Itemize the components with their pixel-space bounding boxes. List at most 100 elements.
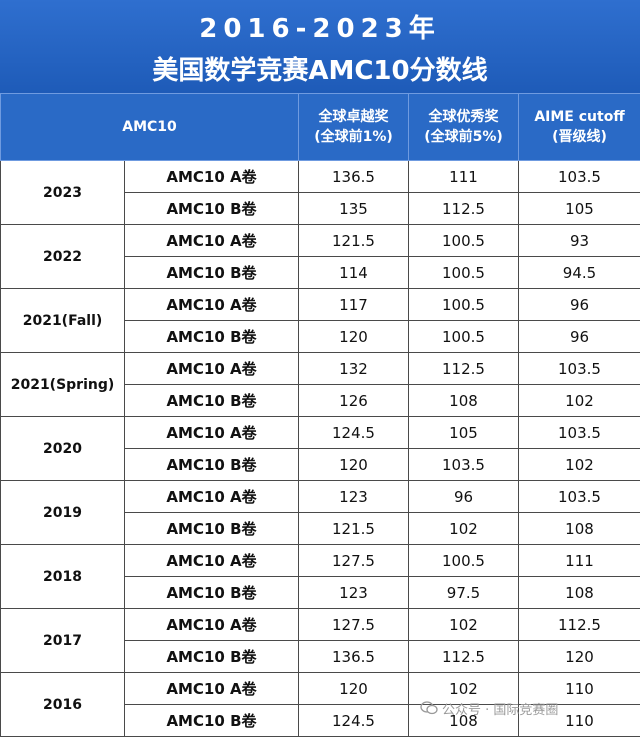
wechat-icon [420,701,438,715]
aime-cutoff-cell: 102 [519,449,640,481]
paper-cell: AMC10 A卷 [125,289,299,321]
paper-cell: AMC10 B卷 [125,513,299,545]
score-table: AMC10 全球卓越奖 (全球前1%) 全球优秀奖 (全球前5%) AIME c… [0,93,640,737]
honor-score-cell: 102 [409,609,519,641]
aime-cutoff-cell: 93 [519,225,640,257]
aime-cutoff-cell: 103.5 [519,417,640,449]
header-amc10: AMC10 [1,94,299,161]
distinction-score-cell: 124.5 [299,417,409,449]
aime-cutoff-cell: 94.5 [519,257,640,289]
paper-cell: AMC10 B卷 [125,449,299,481]
honor-score-cell: 100.5 [409,545,519,577]
distinction-score-cell: 120 [299,673,409,705]
aime-cutoff-cell: 96 [519,321,640,353]
header-aime-label: AIME cutoff [520,107,639,127]
header-honor-label: 全球优秀奖 [410,107,517,127]
distinction-score-cell: 121.5 [299,513,409,545]
table-header-row: AMC10 全球卓越奖 (全球前1%) 全球优秀奖 (全球前5%) AIME c… [1,94,640,161]
honor-score-cell: 100.5 [409,289,519,321]
paper-cell: AMC10 A卷 [125,161,299,193]
header-aime-note: (晋级线) [520,127,639,147]
year-cell: 2023 [1,161,125,225]
distinction-score-cell: 136.5 [299,161,409,193]
distinction-score-cell: 117 [299,289,409,321]
honor-score-cell: 112.5 [409,193,519,225]
paper-cell: AMC10 A卷 [125,417,299,449]
distinction-score-cell: 135 [299,193,409,225]
year-cell: 2020 [1,417,125,481]
header-honor-roll: 全球优秀奖 (全球前5%) [409,94,519,161]
aime-cutoff-cell: 111 [519,545,640,577]
aime-cutoff-cell: 120 [519,641,640,673]
honor-score-cell: 100.5 [409,225,519,257]
honor-score-cell: 111 [409,161,519,193]
paper-cell: AMC10 A卷 [125,609,299,641]
distinction-score-cell: 123 [299,481,409,513]
paper-cell: AMC10 B卷 [125,705,299,737]
header-distinction-label: 全球卓越奖 [300,107,407,127]
page-title-years: 2016-2023年 [0,8,640,45]
header-aime-cutoff: AIME cutoff (晋级线) [519,94,640,161]
distinction-score-cell: 136.5 [299,641,409,673]
aime-cutoff-cell: 108 [519,513,640,545]
watermark-text: 公众号 · 国际竞赛圈 [442,699,558,718]
header-distinction-note: (全球前1%) [300,127,407,147]
paper-cell: AMC10 A卷 [125,225,299,257]
distinction-score-cell: 132 [299,353,409,385]
aime-cutoff-cell: 103.5 [519,481,640,513]
aime-cutoff-cell: 103.5 [519,161,640,193]
paper-cell: AMC10 A卷 [125,353,299,385]
honor-score-cell: 103.5 [409,449,519,481]
watermark: 公众号 · 国际竞赛圈 [420,697,558,719]
distinction-score-cell: 126 [299,385,409,417]
distinction-score-cell: 123 [299,577,409,609]
year-cell: 2018 [1,545,125,609]
paper-cell: AMC10 A卷 [125,545,299,577]
aime-cutoff-cell: 105 [519,193,640,225]
honor-score-cell: 112.5 [409,353,519,385]
paper-cell: AMC10 B卷 [125,641,299,673]
year-cell: 2022 [1,225,125,289]
distinction-score-cell: 124.5 [299,705,409,737]
paper-cell: AMC10 B卷 [125,257,299,289]
aime-cutoff-cell: 108 [519,577,640,609]
paper-cell: AMC10 A卷 [125,481,299,513]
honor-score-cell: 96 [409,481,519,513]
paper-cell: AMC10 B卷 [125,577,299,609]
aime-cutoff-cell: 103.5 [519,353,640,385]
year-cell: 2021(Spring) [1,353,125,417]
honor-score-cell: 112.5 [409,641,519,673]
aime-cutoff-cell: 112.5 [519,609,640,641]
year-cell: 2021(Fall) [1,289,125,353]
year-cell: 2017 [1,609,125,673]
honor-score-cell: 100.5 [409,257,519,289]
distinction-score-cell: 120 [299,321,409,353]
paper-cell: AMC10 B卷 [125,385,299,417]
year-cell: 2016 [1,673,125,737]
aime-cutoff-cell: 96 [519,289,640,321]
honor-score-cell: 100.5 [409,321,519,353]
distinction-score-cell: 120 [299,449,409,481]
distinction-score-cell: 114 [299,257,409,289]
title-banner: 2016-2023年 美国数学竞赛AMC10分数线 [0,0,640,93]
page-title: 美国数学竞赛AMC10分数线 [0,50,640,87]
honor-score-cell: 105 [409,417,519,449]
aime-cutoff-cell: 102 [519,385,640,417]
honor-score-cell: 102 [409,513,519,545]
paper-cell: AMC10 B卷 [125,193,299,225]
paper-cell: AMC10 A卷 [125,673,299,705]
paper-cell: AMC10 B卷 [125,321,299,353]
distinction-score-cell: 127.5 [299,609,409,641]
distinction-score-cell: 121.5 [299,225,409,257]
honor-score-cell: 97.5 [409,577,519,609]
year-cell: 2019 [1,481,125,545]
